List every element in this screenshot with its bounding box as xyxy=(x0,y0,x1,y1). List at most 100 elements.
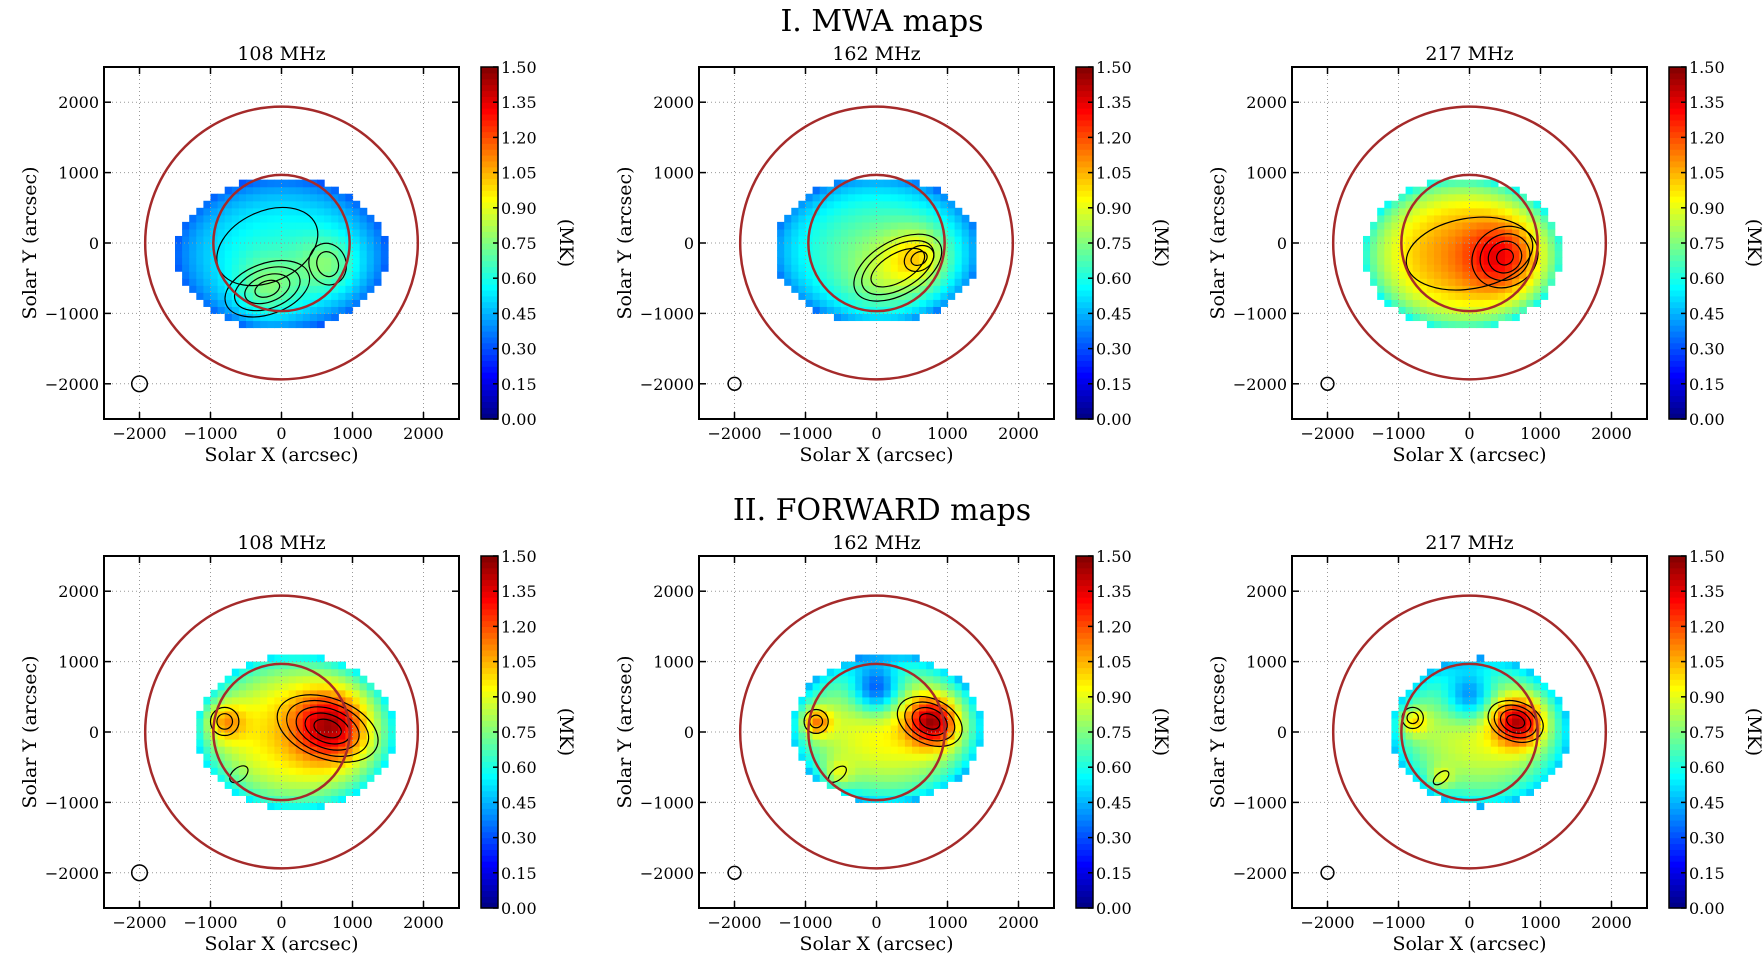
colorbar-segment xyxy=(481,113,498,121)
colorbar-segment xyxy=(1669,849,1686,856)
colorbar-segment xyxy=(481,837,498,845)
heatmap-cell xyxy=(1469,193,1478,202)
heatmap-cell xyxy=(352,675,361,684)
heatmap-cell xyxy=(331,200,339,209)
heatmap-cell xyxy=(1526,292,1534,300)
heatmap-cell xyxy=(1490,739,1499,747)
heatmap-cell xyxy=(805,278,814,286)
heatmap-cell xyxy=(826,271,835,279)
heatmap-cell xyxy=(253,717,261,726)
contour-line xyxy=(276,694,379,763)
heatmap-cell xyxy=(1469,313,1478,322)
heatmap-cell xyxy=(833,278,842,286)
colorbar-segment xyxy=(1076,266,1093,273)
heatmap-panel-2: −2000 −1000 0 1000 2000−2000−100001000200021… xyxy=(1207,43,1764,466)
colorbar-segment xyxy=(481,219,498,226)
heatmap-cell xyxy=(876,753,885,761)
heatmap-cell xyxy=(855,760,863,768)
heatmap-cell xyxy=(848,214,856,223)
colorbar-segment xyxy=(1076,573,1093,581)
heatmap-cell xyxy=(1519,675,1527,684)
heatmap-cell xyxy=(1434,675,1442,684)
heatmap-cell xyxy=(1497,292,1506,300)
heatmap-cell xyxy=(812,257,821,265)
heatmap-cell xyxy=(203,292,212,300)
heatmap-cell xyxy=(777,243,785,251)
heatmap-cell xyxy=(288,682,297,691)
heatmap-cell xyxy=(238,250,247,258)
heatmap-cell xyxy=(274,193,283,202)
heatmap-cell xyxy=(359,214,368,223)
heatmap-cell xyxy=(324,760,332,768)
heatmap-cell xyxy=(1462,193,1471,202)
heatmap-cell xyxy=(196,278,204,286)
heatmap-cell xyxy=(1497,257,1506,265)
heatmap-cell xyxy=(862,689,870,698)
heatmap-cell xyxy=(1469,179,1478,188)
heatmap-cell xyxy=(302,760,311,768)
x-tick-label: 0 xyxy=(276,913,286,932)
y-tick-label: −2000 xyxy=(640,375,694,394)
panel-title: 162 MHz xyxy=(832,532,920,554)
heatmap-cell xyxy=(1462,788,1471,796)
colorbar-segment xyxy=(1076,389,1093,397)
heatmap-cell xyxy=(848,271,856,279)
heatmap-cell xyxy=(1405,285,1414,293)
heatmap-cell xyxy=(345,696,354,705)
heatmap-cell xyxy=(862,788,870,796)
heatmap-cell xyxy=(1455,668,1463,677)
heatmap-cell xyxy=(1505,313,1513,322)
colorbar-segment xyxy=(1669,190,1686,197)
colorbar-segment xyxy=(1076,767,1093,774)
heatmap-cell xyxy=(231,703,240,712)
heatmap-cell xyxy=(1540,724,1549,733)
colorbar-segment xyxy=(481,90,498,97)
heatmap-cell xyxy=(876,235,885,244)
heatmap-cell xyxy=(1398,285,1407,293)
heatmap-cell xyxy=(1391,732,1400,740)
heatmap-cell xyxy=(876,278,885,286)
heatmap-cell xyxy=(919,299,927,307)
heatmap-cell xyxy=(1412,746,1421,754)
heatmap-cell xyxy=(1412,292,1421,300)
colorbar-tick-label: 0.45 xyxy=(1096,304,1132,323)
heatmap-cell xyxy=(961,235,970,244)
heatmap-cell xyxy=(253,724,261,733)
y-tick-label: 1000 xyxy=(58,164,99,183)
colorbar-segment xyxy=(1076,336,1093,344)
heatmap-cell xyxy=(1490,292,1499,300)
heatmap-cell xyxy=(904,781,913,789)
heatmap-cell xyxy=(1483,243,1492,251)
heatmap-cell xyxy=(1469,271,1478,279)
colorbar-segment xyxy=(1669,690,1686,698)
heatmap-cell xyxy=(175,264,183,272)
heatmap-cell xyxy=(1497,243,1506,251)
colorbar-tick-label: 0.00 xyxy=(1689,410,1725,429)
colorbar-tick-label: 1.50 xyxy=(1689,547,1725,566)
colorbar-segment xyxy=(481,201,498,209)
heatmap-cell xyxy=(345,682,354,691)
heatmap-cell xyxy=(1455,228,1463,237)
heatmap-cell xyxy=(883,739,892,747)
colorbar-segment xyxy=(481,849,498,856)
heatmap-cell xyxy=(912,746,920,754)
heatmap-cell xyxy=(1419,682,1428,691)
colorbar: 0.000.150.300.450.600.750.901.051.201.35… xyxy=(1075,58,1172,429)
heatmap-cell xyxy=(1469,717,1478,726)
heatmap-cell xyxy=(317,675,325,684)
colorbar-segment xyxy=(1076,602,1093,610)
heatmap-cell xyxy=(812,243,821,251)
heatmap-cell xyxy=(1426,306,1435,314)
y-tick-label: −1000 xyxy=(1233,304,1287,323)
heatmap-cell xyxy=(1533,753,1542,761)
heatmap-cell xyxy=(1476,675,1485,684)
heatmap-cell xyxy=(961,724,970,733)
heatmap-cell xyxy=(912,774,920,782)
colorbar-segment xyxy=(1076,248,1093,256)
heatmap-cell xyxy=(890,710,899,719)
heatmap-cell xyxy=(338,682,346,691)
heatmap-cell xyxy=(345,689,354,698)
heatmap-cell xyxy=(904,228,913,237)
heatmap-cell xyxy=(1519,221,1527,230)
heatmap-cell xyxy=(869,739,878,747)
